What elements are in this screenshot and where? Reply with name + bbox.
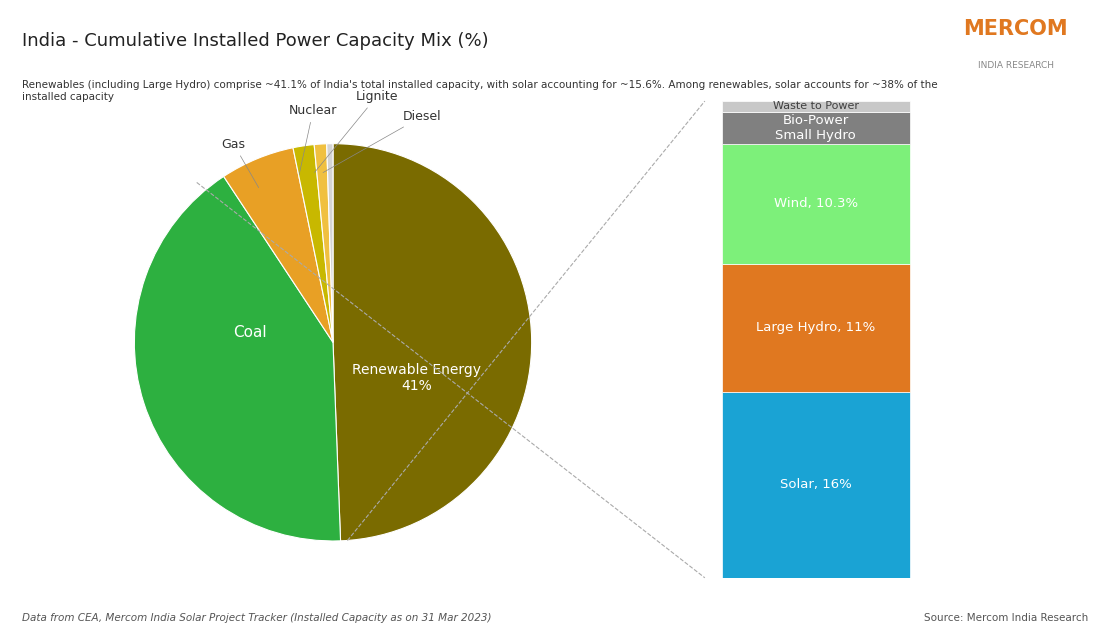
Text: MERCOM: MERCOM: [963, 19, 1068, 39]
Text: Renewable Energy
41%: Renewable Energy 41%: [352, 363, 481, 393]
Text: Solar, 16%: Solar, 16%: [780, 478, 851, 491]
Text: Waste to Power: Waste to Power: [773, 101, 859, 111]
Text: Data from CEA, Mercom India Solar Project Tracker (Installed Capacity as on 31 M: Data from CEA, Mercom India Solar Projec…: [22, 612, 492, 623]
Text: Source: Mercom India Research: Source: Mercom India Research: [924, 612, 1088, 623]
Wedge shape: [326, 144, 333, 342]
Wedge shape: [224, 148, 333, 342]
Text: Bio-Power
Small Hydro: Bio-Power Small Hydro: [776, 114, 856, 142]
Text: India - Cumulative Installed Power Capacity Mix (%): India - Cumulative Installed Power Capac…: [22, 32, 488, 50]
Bar: [722, 101, 910, 112]
Wedge shape: [293, 144, 333, 342]
Wedge shape: [333, 144, 532, 541]
Text: Wind, 10.3%: Wind, 10.3%: [774, 198, 858, 211]
Text: Lignite: Lignite: [314, 90, 398, 173]
Text: Diesel: Diesel: [323, 110, 442, 173]
Bar: [722, 112, 910, 144]
Bar: [722, 264, 910, 392]
Text: Gas: Gas: [222, 137, 259, 187]
Text: Large Hydro, 11%: Large Hydro, 11%: [756, 321, 876, 334]
Text: INDIA RESEARCH: INDIA RESEARCH: [978, 61, 1053, 70]
Wedge shape: [314, 144, 333, 342]
Text: Coal: Coal: [233, 325, 266, 340]
Bar: [722, 144, 910, 264]
Bar: [722, 392, 910, 578]
Text: Nuclear: Nuclear: [289, 104, 337, 174]
Text: Renewables (including Large Hydro) comprise ~41.1% of India's total installed ca: Renewables (including Large Hydro) compr…: [22, 80, 938, 102]
Wedge shape: [134, 177, 341, 541]
